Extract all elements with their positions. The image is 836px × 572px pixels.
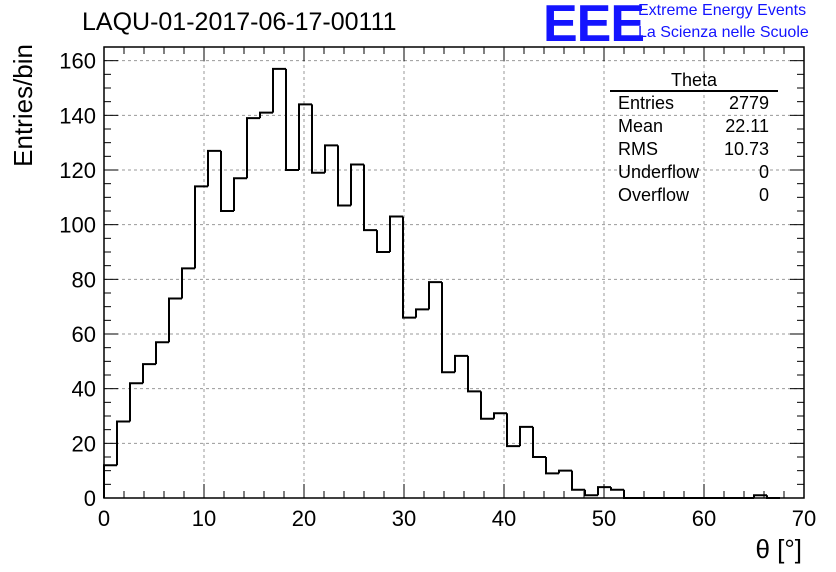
- histogram-bin: [454, 354, 468, 373]
- histogram-bin: [272, 67, 286, 113]
- stats-row-entries: Entries 2779: [610, 92, 778, 115]
- histogram-bin: [532, 426, 546, 458]
- y-tick-label: 140: [59, 103, 96, 128]
- histogram-bin: [350, 163, 364, 206]
- histogram-bin: [298, 103, 312, 170]
- x-tick-label: 10: [192, 506, 216, 531]
- stats-value: 2779: [728, 93, 769, 113]
- histogram-bin: [259, 111, 273, 119]
- logo-line-1: Extreme Energy Events: [638, 2, 807, 19]
- histogram-bin: [155, 341, 169, 365]
- stats-row-overflow: Overflow 0: [610, 184, 778, 207]
- y-tick-label: 60: [72, 322, 96, 347]
- stats-box: Theta Entries 2779 Mean 22.11 RMS 10.73 …: [610, 71, 778, 207]
- stats-row-mean: Mean 22.11: [610, 115, 778, 138]
- histogram-bin: [558, 469, 572, 474]
- histogram-bin: [181, 267, 195, 299]
- stats-label: Mean: [618, 116, 664, 136]
- plot-frame: [103, 46, 805, 499]
- histogram-bin: [129, 382, 143, 422]
- histogram-bin: [441, 282, 455, 374]
- histogram-bin: [597, 486, 611, 496]
- stats-value: 22.11: [725, 116, 769, 136]
- histogram-bin: [337, 145, 351, 207]
- y-tick-label: 100: [59, 213, 96, 238]
- histogram-bin: [610, 487, 624, 491]
- histogram-bin: [233, 177, 247, 211]
- logo-line-2: La Scienza nelle Scuole: [638, 24, 809, 41]
- histogram-bin: [428, 281, 442, 310]
- histogram-bin: [116, 420, 130, 466]
- stats-row-underflow: Underflow 0: [610, 161, 778, 184]
- x-tick-label: 50: [592, 506, 616, 531]
- eee-logo: EEE: [543, 0, 645, 53]
- histogram-bin: [467, 355, 481, 393]
- histogram-bin: [584, 489, 598, 497]
- x-tick-label: 20: [292, 506, 316, 531]
- histogram-bin: [480, 391, 494, 420]
- stats-label: Overflow: [618, 185, 690, 205]
- stats-label: Underflow: [618, 162, 700, 182]
- histogram-bin: [623, 489, 637, 499]
- y-tick-label: 0: [84, 486, 96, 511]
- histogram-bin: [285, 68, 299, 171]
- histogram-bin: [402, 216, 416, 319]
- stats-value: 10.73: [723, 139, 769, 159]
- chart-title: LAQU-01-2017-06-17-00111: [82, 8, 397, 36]
- x-tick-label: 40: [492, 506, 516, 531]
- histogram-bin: [389, 215, 403, 252]
- histogram-bin: [246, 117, 260, 179]
- histogram-bin: [311, 104, 325, 174]
- y-tick-label: 80: [72, 267, 96, 292]
- histogram-bin: [571, 470, 585, 491]
- stats-value: 0: [758, 162, 769, 182]
- stats-label: Entries: [618, 93, 675, 113]
- histogram-bin: [142, 363, 156, 384]
- y-tick-label: 120: [59, 158, 96, 183]
- histogram-bin: [506, 413, 520, 448]
- x-tick-label: 70: [792, 506, 816, 531]
- histogram-bin: [415, 308, 429, 318]
- histogram-bin: [753, 494, 767, 498]
- histogram-bin: [194, 185, 208, 269]
- y-tick-label: 40: [72, 377, 96, 402]
- x-axis-title: θ [°]: [755, 534, 802, 564]
- stats-value: 0: [758, 185, 769, 205]
- histogram-bin: [519, 425, 533, 447]
- histogram-bin: [324, 144, 338, 173]
- histogram-bin: [103, 464, 117, 498]
- y-axis-title: Entries/bin: [8, 44, 38, 167]
- y-tick-label: 160: [59, 49, 96, 74]
- stats-row-rms: RMS 10.73: [610, 138, 778, 161]
- stats-label: RMS: [618, 139, 658, 159]
- histogram-bin: [545, 457, 559, 475]
- histogram-bin: [376, 230, 390, 253]
- histogram-bin: [493, 412, 507, 419]
- histogram-bin: [207, 149, 221, 187]
- x-tick-label: 30: [392, 506, 416, 531]
- histogram-bin: [363, 164, 377, 232]
- y-tick-label: 20: [72, 431, 96, 456]
- x-tick-label: 0: [98, 506, 110, 531]
- histogram-bin: [220, 150, 234, 212]
- histogram-bin: [168, 297, 182, 343]
- stats-title: Theta: [610, 71, 778, 92]
- x-tick-label: 60: [692, 506, 716, 531]
